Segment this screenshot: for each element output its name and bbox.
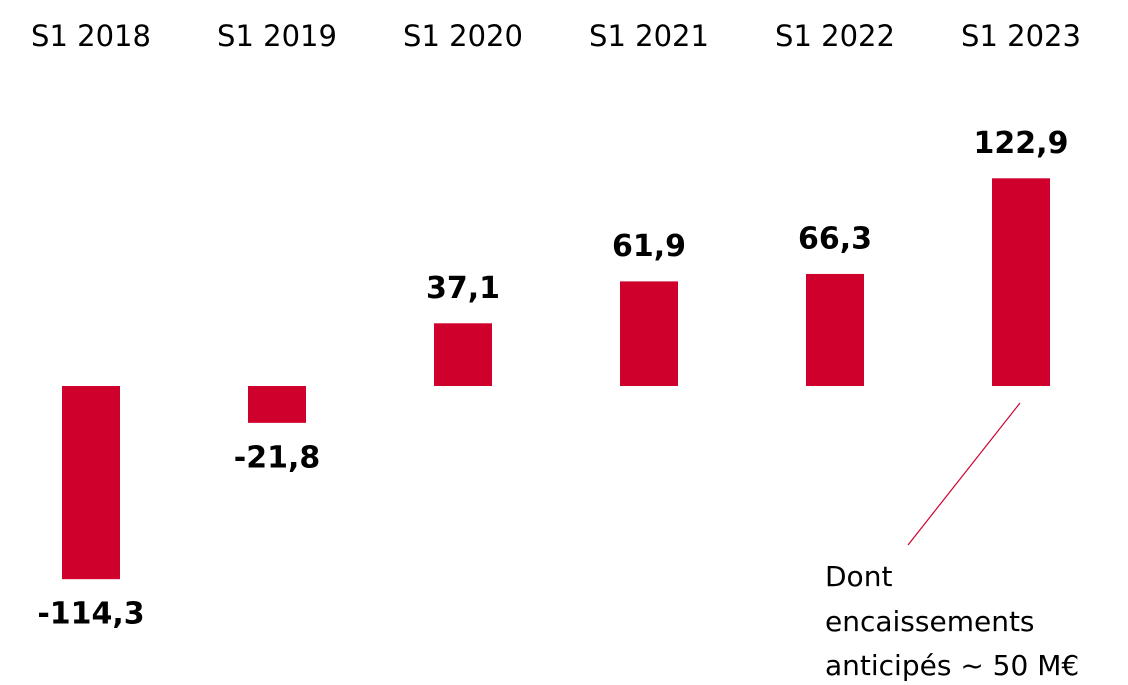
annotation-leader bbox=[907, 402, 1021, 546]
value-label: 37,1 bbox=[426, 271, 500, 306]
annotation-line: anticipés ~ 50 M€ bbox=[825, 649, 1079, 682]
value-label: -21,8 bbox=[234, 440, 320, 475]
value-label: 66,3 bbox=[798, 221, 872, 256]
annotation-line: encaissements bbox=[825, 605, 1035, 638]
bar bbox=[434, 323, 492, 386]
x-tick-label: S1 2020 bbox=[403, 19, 523, 53]
x-tick-label: S1 2018 bbox=[31, 19, 151, 53]
annotation-line: Dont bbox=[825, 560, 892, 593]
x-tick-label: S1 2021 bbox=[589, 19, 709, 53]
bar bbox=[620, 281, 678, 386]
x-tick-label: S1 2022 bbox=[775, 19, 895, 53]
x-tick-label: S1 2023 bbox=[961, 19, 1081, 53]
bar bbox=[62, 386, 120, 580]
value-label: 122,9 bbox=[974, 126, 1069, 161]
value-label: -114,3 bbox=[37, 597, 144, 632]
value-label: 61,9 bbox=[612, 229, 686, 264]
x-tick-label: S1 2019 bbox=[217, 19, 337, 53]
bar bbox=[806, 273, 864, 386]
bar bbox=[248, 386, 306, 423]
bar bbox=[992, 178, 1050, 386]
